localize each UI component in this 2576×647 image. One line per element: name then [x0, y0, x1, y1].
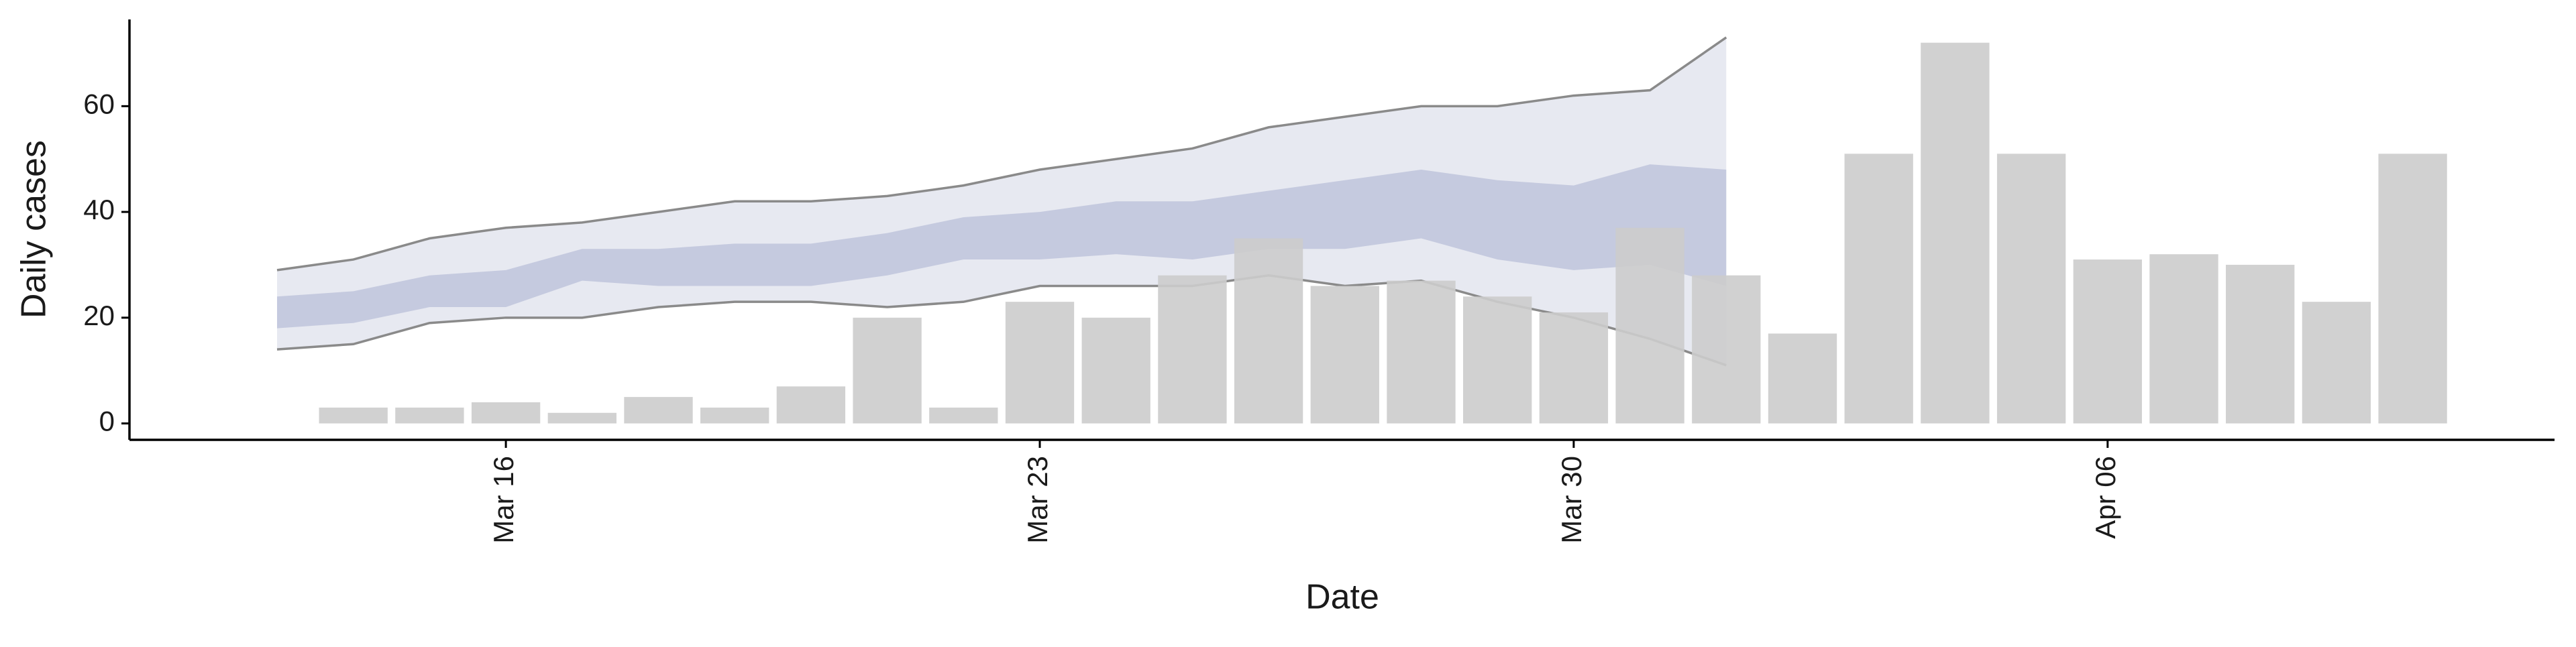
bar — [471, 402, 541, 424]
bar — [2302, 302, 2371, 424]
y-tick-label: 0 — [99, 406, 115, 437]
ribbon — [277, 164, 1727, 329]
bar — [1768, 333, 1837, 424]
bar — [1921, 42, 1990, 424]
bar — [2073, 259, 2142, 424]
bar — [1615, 227, 1684, 424]
bar — [319, 407, 388, 424]
bar — [2226, 264, 2295, 424]
bar — [929, 407, 998, 424]
bar — [1387, 280, 1456, 424]
x-tick-label: Mar 16 — [488, 456, 519, 544]
bar — [1539, 312, 1609, 424]
bar — [2378, 154, 2447, 424]
bar — [624, 397, 693, 424]
bar — [1844, 154, 1913, 424]
y-tick-label: 40 — [83, 194, 115, 225]
x-tick-label: Mar 30 — [1556, 456, 1587, 544]
bar — [1310, 286, 1379, 424]
bar — [776, 386, 846, 424]
bar — [547, 412, 616, 424]
x-tick-label: Apr 06 — [2090, 456, 2121, 539]
bar — [2149, 254, 2218, 424]
bar — [1692, 275, 1761, 424]
bar — [1005, 302, 1075, 424]
bar — [1463, 296, 1532, 424]
bar — [1234, 238, 1303, 424]
bar — [395, 407, 464, 424]
bar — [1081, 317, 1150, 424]
bar — [1158, 275, 1227, 424]
y-tick-label: 20 — [83, 300, 115, 331]
x-axis-title: Date — [1305, 578, 1379, 617]
ribbon-edge — [276, 36, 1727, 272]
y-axis-title: Daily cases — [15, 140, 54, 318]
bar — [1996, 154, 2066, 424]
x-tick-label: Mar 23 — [1022, 456, 1053, 544]
bar — [700, 407, 769, 424]
y-tick-label: 60 — [83, 88, 115, 119]
bar — [853, 317, 922, 424]
